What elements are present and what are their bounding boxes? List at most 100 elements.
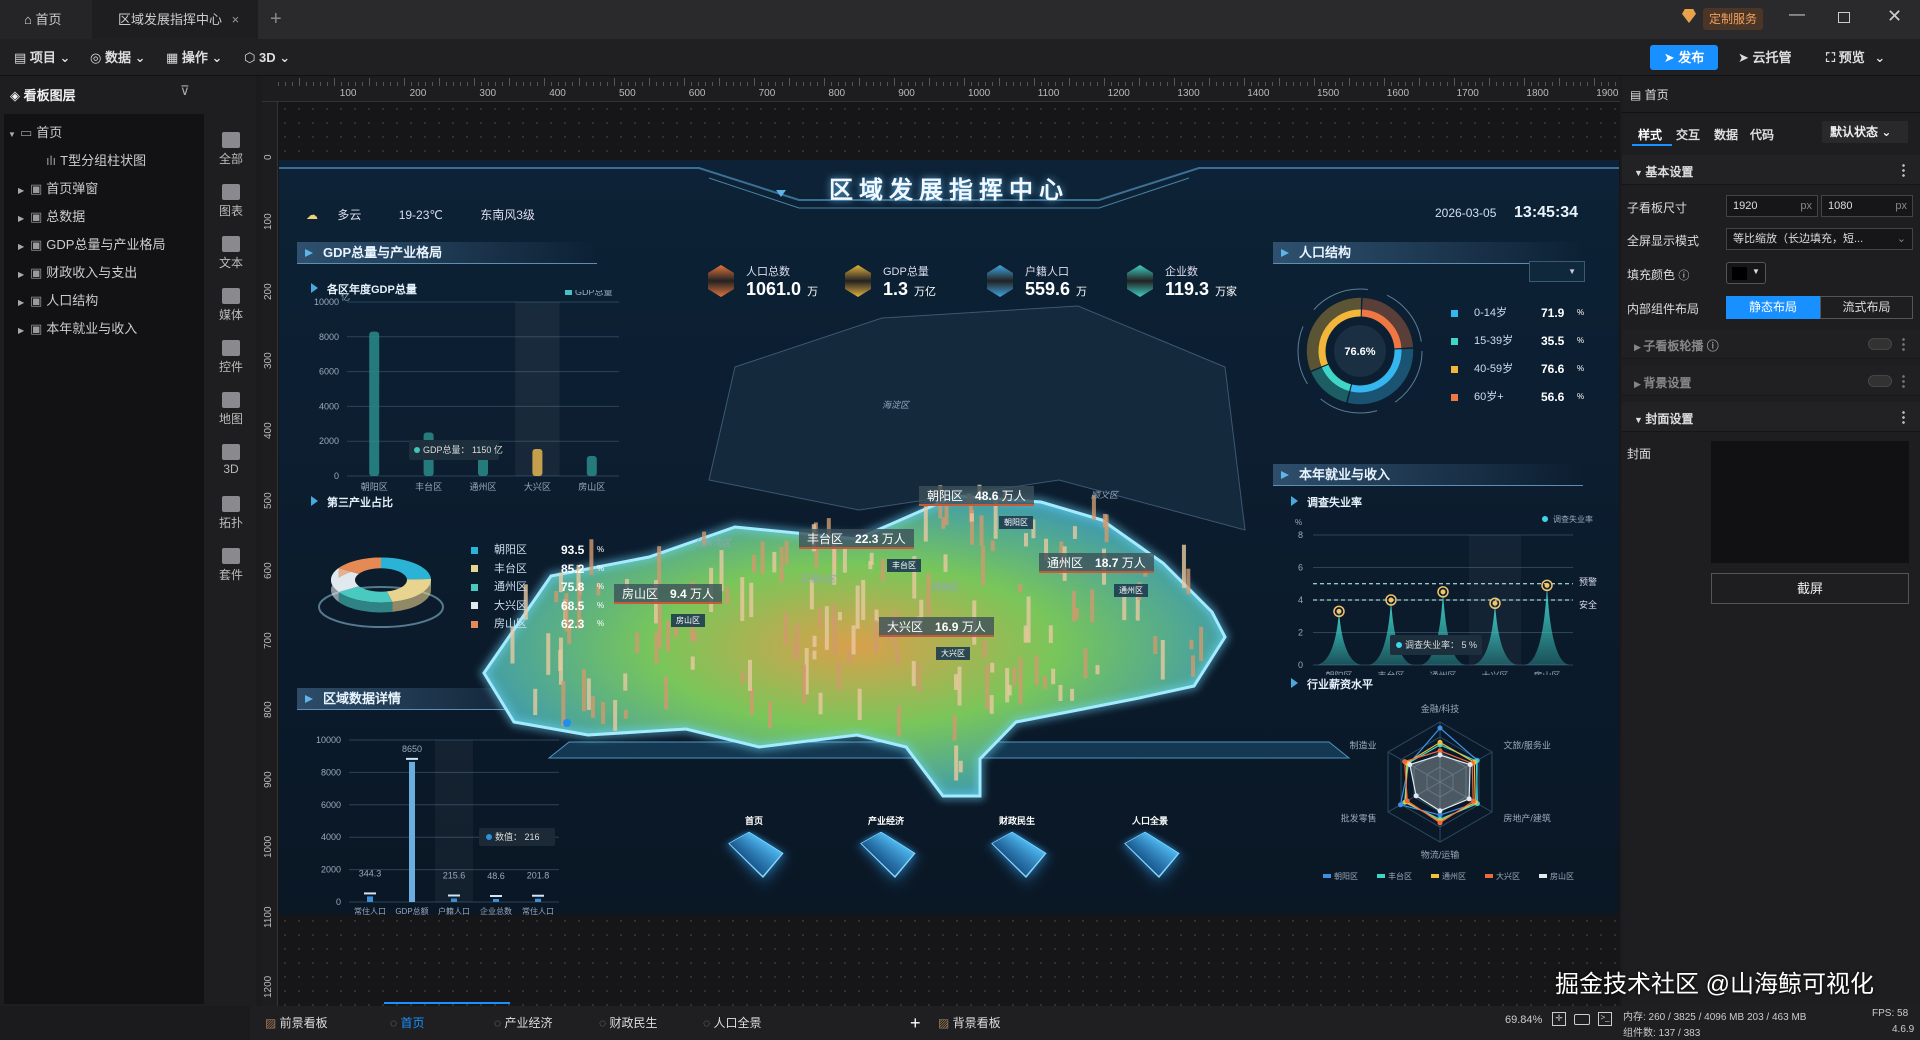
nav-home-icon[interactable]: 首页 <box>719 814 789 878</box>
layer-item[interactable]: ▶ ▣ 财政收入与支出 <box>18 260 137 286</box>
datetime: 2026-03-05 13:45:34 <box>1435 204 1579 221</box>
detail-bar-chart[interactable]: 0 2000 4000 6000 8000 10000 344.3 常住人口 8650 GDP总额… <box>299 730 599 915</box>
page-tab[interactable]: ◌ 人口全景 <box>703 1016 762 1030</box>
unemployment-chart[interactable]: % 调查失业率 0 2 4 6 8 预警安全朝阳区 丰台区 通州区 大兴区 房山区 调查失业率： 5 % <box>1273 505 1613 675</box>
prop-tab[interactable]: 样式 <box>1638 128 1663 142</box>
more-icon[interactable] <box>1902 337 1905 351</box>
map-district-tag[interactable]: 大兴区 <box>936 647 970 660</box>
height-input[interactable]: 1080 px <box>1821 195 1913 217</box>
ruler-tick <box>768 82 769 86</box>
publish-button[interactable]: ➤ 发布 <box>1650 45 1718 70</box>
layer-item[interactable]: ılı T型分组柱状图 <box>46 153 147 168</box>
tab-home[interactable]: ⌂ 首页 <box>0 0 92 39</box>
more-icon[interactable] <box>1902 410 1905 424</box>
page-tab[interactable]: ◌ 首页 <box>390 1016 425 1030</box>
menu-project[interactable]: ▤ 项目 ⌄ <box>14 50 71 65</box>
tertiary-donut-chart[interactable] <box>309 525 459 635</box>
layer-item[interactable]: ▶ ▣ 首页弹窗 <box>18 176 98 202</box>
ruler-tick <box>390 82 391 86</box>
carousel-toggle[interactable] <box>1868 338 1892 350</box>
tab-dashboard[interactable]: 区域发展指挥中心 × <box>92 0 258 39</box>
layer-item[interactable]: ▶ ▣ 本年就业与收入 <box>18 316 137 342</box>
ruler-tick <box>509 78 510 86</box>
prop-tab[interactable]: 交互 <box>1676 128 1701 142</box>
fit-screen-icon[interactable]: ✛ <box>1552 1012 1566 1026</box>
flow-layout-option[interactable]: 流式布局 <box>1820 296 1913 319</box>
cover-preview[interactable] <box>1711 441 1909 563</box>
new-tab-button[interactable]: + <box>270 8 282 30</box>
layer-item[interactable]: ▶ ▣ 人口结构 <box>18 288 98 314</box>
background-toggle[interactable] <box>1868 375 1892 387</box>
population-dropdown[interactable]: ▼ <box>1529 261 1585 282</box>
fill-color-picker[interactable]: ▼ <box>1726 262 1766 284</box>
layer-item[interactable]: ▶ ▣ 总数据 <box>18 204 85 230</box>
prop-tab[interactable]: 代码 <box>1750 128 1775 142</box>
help-icon[interactable]: ⓘ <box>1678 270 1690 282</box>
map-district-tag[interactable]: 通州区 <box>1114 584 1148 597</box>
component-category[interactable]: 3D <box>206 444 256 476</box>
background-board-tab[interactable]: ▨ 背景看板 <box>938 1016 1001 1030</box>
preview-button[interactable]: ⛶ 预览 ⌄ <box>1826 50 1886 65</box>
layer-item[interactable]: ▼ ▭ 首页 <box>8 120 62 146</box>
keyboard-icon[interactable] <box>1574 1014 1590 1025</box>
map-marker[interactable] <box>563 719 571 727</box>
horizontal-ruler[interactable]: 100 200 300 400 500 600 700 800 900 1000 1100 1200 1… <box>262 76 1620 102</box>
basic-settings-section[interactable]: ▼ 基本设置 <box>1622 155 1920 185</box>
carousel-section[interactable]: ▶ 子看板轮播 ⓘ <box>1622 329 1920 359</box>
map-district-tag[interactable]: 朝阳区 <box>999 516 1033 529</box>
dashboard-board[interactable]: 区域发展指挥中心 ☁ 多云 19-23℃ 东南风3级 2026-03-05 13… <box>279 160 1619 915</box>
component-category[interactable]: 拓扑 <box>206 496 256 531</box>
prop-tab[interactable]: 数据 <box>1714 128 1739 142</box>
filter-icon[interactable]: ⊽ <box>180 83 190 98</box>
nav-people-icon[interactable]: 人口全景 <box>1115 814 1185 878</box>
component-category[interactable]: 媒体 <box>206 288 256 323</box>
zoom-level[interactable]: 69.84% <box>1505 1014 1543 1026</box>
component-category[interactable]: 地图 <box>206 392 256 427</box>
more-icon[interactable] <box>1902 374 1905 388</box>
nav-coins-icon[interactable]: 产业经济 <box>851 814 921 878</box>
component-category[interactable]: 全部 <box>206 132 256 167</box>
vertical-ruler[interactable]: 0 100 200 300 400 500 600 700 800 900 1000 1100 1200 <box>262 102 278 1006</box>
data-point <box>1492 600 1498 606</box>
data-column <box>941 517 946 529</box>
state-dropdown[interactable]: 默认状态 ⌄ <box>1822 121 1908 143</box>
close-tab-icon[interactable]: × <box>231 12 240 27</box>
custom-service-button[interactable]: 定制服务 <box>1703 8 1764 30</box>
population-ring-chart[interactable]: 76.6% <box>1295 286 1425 416</box>
menu-data[interactable]: ◎ 数据 ⌄ <box>90 50 146 65</box>
map-district-tag[interactable]: 房山区 <box>671 614 705 627</box>
map-district-tag[interactable]: 丰台区 <box>887 559 921 572</box>
page-tab[interactable]: ◌ 产业经济 <box>494 1016 553 1030</box>
component-category[interactable]: 控件 <box>206 340 256 375</box>
background-section[interactable]: ▶ 背景设置 <box>1622 366 1920 396</box>
close-window-icon[interactable]: ✕ <box>1887 6 1903 26</box>
terminal-icon[interactable]: >_ <box>1598 1012 1612 1026</box>
static-layout-option[interactable]: 静态布局 <box>1726 296 1820 319</box>
radar-point <box>1404 798 1410 804</box>
cover-section[interactable]: ▼ 封面设置 <box>1622 402 1920 432</box>
gdp-bar-chart[interactable]: 亿 GDP总量 0 2000 4000 6000 8000 10000 朝阳区 丰台区 通州区 大兴区… <box>299 290 619 495</box>
ruler-tick <box>803 82 804 86</box>
component-category[interactable]: 文本 <box>206 236 256 271</box>
fullscreen-select[interactable]: 等比缩放（长边填充，短... ⌄ <box>1726 228 1913 250</box>
restore-icon[interactable] <box>1838 12 1850 23</box>
page-tab[interactable]: ◌ 财政民生 <box>599 1016 658 1030</box>
cloud-host-button[interactable]: ➤ 云托管 <box>1738 50 1792 65</box>
screenshot-button[interactable]: 截屏 <box>1711 573 1909 604</box>
width-input[interactable]: 1920 px <box>1726 195 1818 217</box>
data-column <box>1018 657 1023 705</box>
ruler-tick <box>1048 82 1049 86</box>
ruler-tick <box>1447 82 1448 86</box>
foreground-board-tab[interactable]: ▨ 前景看板 <box>265 1016 328 1030</box>
more-icon[interactable] <box>1902 163 1905 177</box>
minimize-icon[interactable]: — <box>1789 6 1805 23</box>
menu-operate[interactable]: ▦ 操作 ⌄ <box>166 50 223 65</box>
data-column <box>1104 514 1109 543</box>
add-page-button[interactable]: + <box>910 1013 921 1033</box>
nav-yuan-icon[interactable]: 财政民生 <box>982 814 1052 878</box>
component-category[interactable]: 图表 <box>206 184 256 219</box>
menu-3d[interactable]: ⬡ 3D ⌄ <box>244 50 291 65</box>
layer-item[interactable]: ▶ ▣ GDP总量与产业格局 <box>18 232 165 258</box>
component-category[interactable]: 套件 <box>206 548 256 583</box>
